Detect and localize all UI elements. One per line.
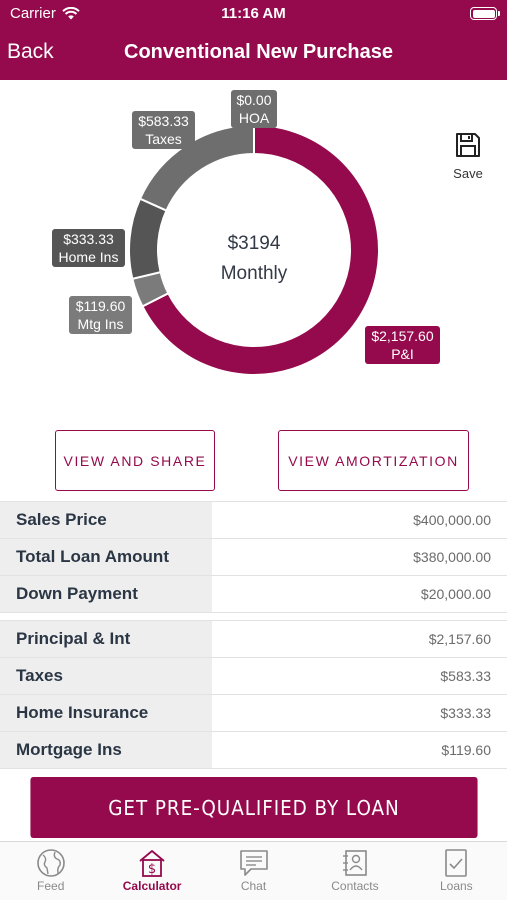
table-row: Home Insurance $333.33 bbox=[0, 695, 507, 732]
battery-icon bbox=[470, 7, 500, 20]
carrier-label: Carrier bbox=[10, 5, 56, 22]
row-label: Mortgage Ins bbox=[0, 732, 212, 768]
svg-text:$: $ bbox=[148, 862, 156, 877]
view-amortization-button[interactable]: VIEW AMORTIZATION bbox=[278, 430, 469, 491]
globe-icon bbox=[36, 849, 65, 877]
tab-bar: Feed $ Calculator Chat Contacts bbox=[0, 841, 507, 900]
donut-chart bbox=[128, 123, 380, 376]
floppy-disk-icon bbox=[456, 133, 480, 157]
save-label: Save bbox=[453, 166, 483, 181]
row-value: $380,000.00 bbox=[413, 549, 491, 565]
home-ins-amount: $333.33 bbox=[63, 231, 114, 247]
tab-chat[interactable]: Chat bbox=[203, 842, 304, 900]
carrier-indicator: Carrier bbox=[10, 5, 80, 22]
row-value: $400,000.00 bbox=[413, 512, 491, 528]
calculator-dollar-icon: $ bbox=[139, 850, 165, 877]
table-row: Down Payment $20,000.00 bbox=[0, 576, 507, 613]
page-title: Conventional New Purchase bbox=[124, 41, 393, 63]
row-label: Down Payment bbox=[0, 576, 212, 612]
chart-label-pi: $2,157.60 P&I bbox=[365, 326, 440, 364]
row-label: Total Loan Amount bbox=[0, 539, 212, 575]
tab-label: Feed bbox=[37, 879, 65, 893]
hoa-amount: $0.00 bbox=[236, 92, 272, 108]
monthly-total: $3194 bbox=[227, 233, 281, 254]
row-value: $333.33 bbox=[440, 705, 491, 721]
get-prequalified-button[interactable]: GET PRE-QUALIFIED BY LOAN bbox=[30, 777, 478, 838]
row-value: $583.33 bbox=[440, 668, 491, 684]
table-row: Principal & Int $2,157.60 bbox=[0, 621, 507, 658]
status-time: 11:16 AM bbox=[221, 5, 286, 22]
row-label: Sales Price bbox=[0, 502, 212, 538]
pi-name: P&I bbox=[391, 346, 414, 362]
tab-loans[interactable]: Loans bbox=[406, 842, 507, 900]
save-button[interactable]: Save bbox=[448, 132, 488, 181]
tab-feed[interactable]: Feed bbox=[0, 842, 101, 900]
row-value: $20,000.00 bbox=[420, 586, 491, 602]
tab-label: Chat bbox=[240, 879, 267, 893]
mtg-ins-amount: $119.60 bbox=[75, 298, 126, 314]
payment-details-table: Principal & Int $2,157.60 Taxes $583.33 … bbox=[0, 620, 507, 769]
table-row: Total Loan Amount $380,000.00 bbox=[0, 539, 507, 576]
row-label: Taxes bbox=[0, 658, 212, 694]
chart-label-mtg-ins: $119.60 Mtg Ins bbox=[69, 296, 132, 334]
loan-details-table: Sales Price $400,000.00 Total Loan Amoun… bbox=[0, 501, 507, 613]
tab-label: Contacts bbox=[331, 879, 379, 893]
tab-calculator[interactable]: $ Calculator bbox=[101, 842, 202, 900]
app-header: Carrier 11:16 AM Back Conventional New P… bbox=[0, 0, 507, 80]
row-value: $2,157.60 bbox=[428, 631, 491, 647]
wifi-icon bbox=[62, 7, 80, 20]
payment-breakdown-chart: $0.00 HOA $583.33 Taxes $333.33 Home Ins… bbox=[0, 80, 507, 420]
row-label: Principal & Int bbox=[0, 621, 212, 657]
row-value: $119.60 bbox=[441, 742, 491, 758]
status-bar: Carrier 11:16 AM bbox=[0, 0, 507, 28]
table-row: Mortgage Ins $119.60 bbox=[0, 732, 507, 769]
taxes-name: Taxes bbox=[145, 131, 182, 147]
tab-label: Calculator bbox=[122, 879, 182, 893]
donut-slice-p-i bbox=[141, 123, 380, 376]
tab-contacts[interactable]: Contacts bbox=[304, 842, 405, 900]
chat-icon bbox=[239, 850, 268, 876]
mtg-ins-name: Mtg Ins bbox=[77, 316, 124, 332]
view-and-share-button[interactable]: VIEW AND SHARE bbox=[55, 430, 215, 491]
chart-label-home-ins: $333.33 Home Ins bbox=[52, 229, 125, 267]
monthly-label: Monthly bbox=[220, 263, 288, 284]
back-button[interactable]: Back bbox=[7, 40, 54, 63]
pi-amount: $2,157.60 bbox=[371, 328, 434, 344]
table-row: Sales Price $400,000.00 bbox=[0, 502, 507, 539]
loan-document-icon bbox=[445, 849, 468, 877]
donut-slice-home-ins bbox=[128, 197, 168, 281]
taxes-amount: $583.33 bbox=[138, 113, 189, 129]
tab-label: Loans bbox=[439, 879, 473, 893]
row-label: Home Insurance bbox=[0, 695, 212, 731]
contacts-icon bbox=[342, 850, 367, 876]
chart-label-taxes: $583.33 Taxes bbox=[132, 111, 195, 149]
chart-label-hoa: $0.00 HOA bbox=[231, 90, 277, 128]
home-ins-name: Home Ins bbox=[58, 249, 119, 265]
table-row: Taxes $583.33 bbox=[0, 658, 507, 695]
hoa-name: HOA bbox=[238, 110, 270, 126]
